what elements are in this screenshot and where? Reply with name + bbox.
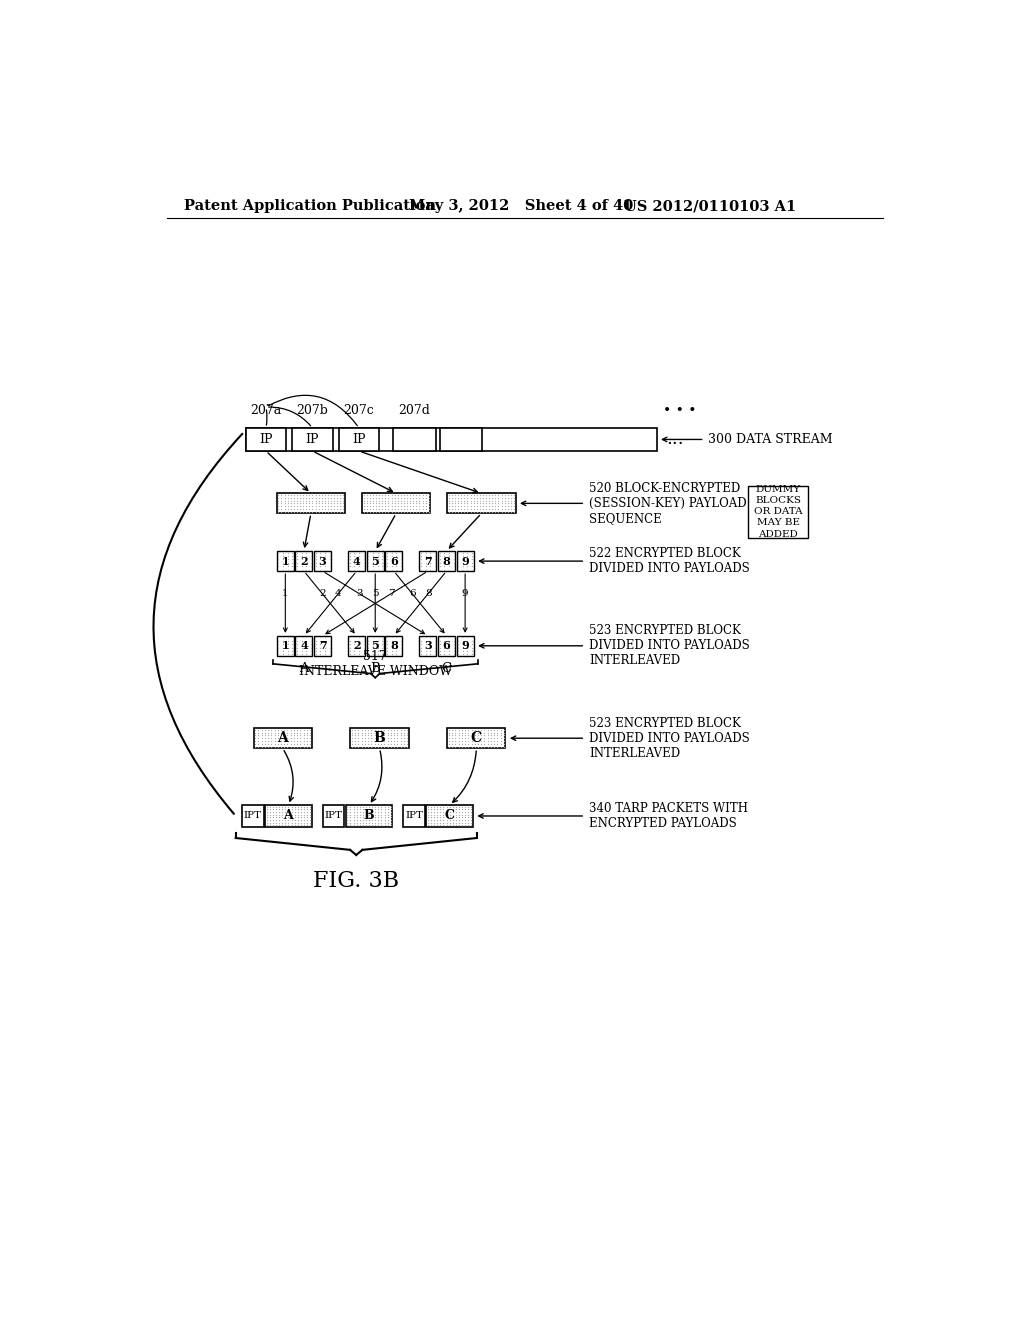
Bar: [246, 428, 656, 451]
Bar: [254, 729, 311, 748]
Text: B: B: [374, 731, 385, 746]
Text: DUMMY
BLOCKS
OR DATA
MAY BE
ADDED: DUMMY BLOCKS OR DATA MAY BE ADDED: [754, 486, 803, 539]
Bar: [314, 552, 331, 572]
Text: 8: 8: [442, 556, 451, 566]
Text: 3: 3: [318, 556, 327, 566]
Text: 207b: 207b: [297, 404, 329, 417]
Bar: [367, 552, 384, 572]
Text: 1: 1: [282, 589, 289, 598]
Text: 522 ENCRYPTED BLOCK
DIVIDED INTO PAYLOADS: 522 ENCRYPTED BLOCK DIVIDED INTO PAYLOAD…: [589, 546, 750, 576]
Bar: [438, 636, 455, 656]
Text: 2: 2: [300, 556, 308, 566]
Bar: [276, 494, 345, 513]
Text: IP: IP: [352, 433, 366, 446]
Text: 4: 4: [300, 640, 308, 651]
Text: A: A: [284, 809, 293, 822]
Text: A: A: [299, 661, 309, 675]
Text: 5: 5: [372, 640, 379, 651]
Text: 9: 9: [462, 589, 468, 598]
Text: 207c: 207c: [344, 404, 375, 417]
Text: 300 DATA STREAM: 300 DATA STREAM: [708, 433, 833, 446]
Text: • • •: • • •: [663, 404, 696, 418]
Text: B: B: [364, 809, 375, 822]
Bar: [385, 636, 402, 656]
Text: 8: 8: [425, 589, 431, 598]
Text: May 3, 2012   Sheet 4 of 40: May 3, 2012 Sheet 4 of 40: [409, 199, 633, 213]
Bar: [265, 805, 311, 826]
Bar: [295, 552, 312, 572]
Text: 7: 7: [424, 556, 432, 566]
Text: 7: 7: [388, 589, 394, 598]
Bar: [348, 552, 366, 572]
Text: 523 ENCRYPTED BLOCK
DIVIDED INTO PAYLOADS
INTERLEAVED: 523 ENCRYPTED BLOCK DIVIDED INTO PAYLOAD…: [589, 717, 750, 760]
Text: B: B: [371, 661, 380, 675]
Text: A: A: [278, 731, 288, 746]
Bar: [403, 805, 425, 826]
Text: 8: 8: [390, 640, 397, 651]
Bar: [420, 552, 436, 572]
Text: ...: ...: [666, 430, 683, 449]
Bar: [246, 428, 286, 451]
Text: C: C: [441, 661, 452, 675]
Bar: [242, 805, 263, 826]
Bar: [439, 428, 482, 451]
Text: 9: 9: [461, 556, 469, 566]
Text: 2: 2: [353, 640, 360, 651]
Text: 6: 6: [409, 589, 416, 598]
Text: 3: 3: [356, 589, 362, 598]
Text: 1: 1: [282, 556, 289, 566]
Text: 5: 5: [372, 589, 379, 598]
Bar: [447, 729, 506, 748]
Bar: [385, 552, 402, 572]
Bar: [350, 729, 409, 748]
Text: 520 BLOCK-ENCRYPTED
(SESSION-KEY) PAYLOAD
SEQUENCE: 520 BLOCK-ENCRYPTED (SESSION-KEY) PAYLOA…: [589, 482, 746, 525]
Bar: [346, 805, 392, 826]
Text: IPT: IPT: [244, 812, 262, 821]
Text: 7: 7: [318, 640, 327, 651]
Text: US 2012/0110103 A1: US 2012/0110103 A1: [624, 199, 797, 213]
Text: 1: 1: [282, 640, 289, 651]
Bar: [457, 552, 474, 572]
Bar: [447, 494, 515, 513]
Text: IP: IP: [306, 433, 319, 446]
Text: FIG. 3B: FIG. 3B: [313, 870, 399, 892]
Bar: [276, 636, 294, 656]
Bar: [295, 636, 312, 656]
Text: 6: 6: [390, 556, 397, 566]
Bar: [748, 486, 809, 539]
Text: 517
INTERLEAVE WINDOW: 517 INTERLEAVE WINDOW: [299, 651, 452, 678]
Text: 523 ENCRYPTED BLOCK
DIVIDED INTO PAYLOADS
INTERLEAVED: 523 ENCRYPTED BLOCK DIVIDED INTO PAYLOAD…: [589, 624, 750, 668]
Bar: [426, 805, 473, 826]
Text: Patent Application Publication: Patent Application Publication: [183, 199, 436, 213]
Bar: [457, 636, 474, 656]
Text: 4: 4: [335, 589, 341, 598]
Text: 2: 2: [319, 589, 326, 598]
Bar: [292, 428, 333, 451]
Bar: [339, 428, 379, 451]
Bar: [438, 552, 455, 572]
Text: C: C: [471, 731, 482, 746]
Bar: [314, 636, 331, 656]
Text: 3: 3: [424, 640, 432, 651]
Text: IPT: IPT: [325, 812, 342, 821]
Text: 207a: 207a: [250, 404, 282, 417]
Text: 4: 4: [352, 556, 360, 566]
Text: IP: IP: [259, 433, 272, 446]
Bar: [323, 805, 344, 826]
Bar: [362, 494, 430, 513]
Text: C: C: [444, 809, 455, 822]
Bar: [276, 552, 294, 572]
Text: 340 TARP PACKETS WITH
ENCRYPTED PAYLOADS: 340 TARP PACKETS WITH ENCRYPTED PAYLOADS: [589, 803, 749, 830]
Text: IPT: IPT: [404, 812, 423, 821]
Bar: [393, 428, 435, 451]
Bar: [367, 636, 384, 656]
Text: 9: 9: [461, 640, 469, 651]
Text: 6: 6: [442, 640, 451, 651]
Bar: [420, 636, 436, 656]
Text: 5: 5: [372, 556, 379, 566]
Bar: [348, 636, 366, 656]
Text: 207d: 207d: [398, 404, 430, 417]
